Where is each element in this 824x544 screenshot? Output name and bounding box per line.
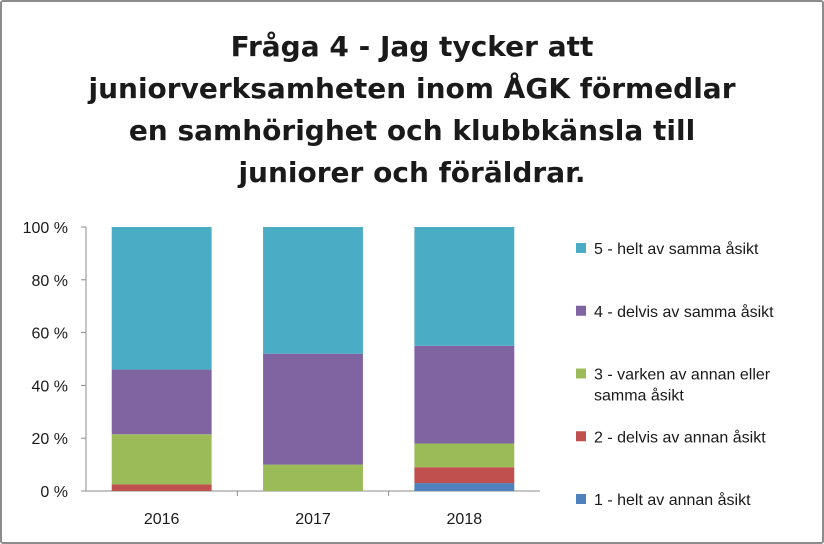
bar-segment-2016-series-4 xyxy=(111,369,212,435)
legend-label-line: 4 - delvis av samma åsikt xyxy=(594,303,774,321)
legend-label: 4 - delvis av samma åsikt xyxy=(594,303,774,321)
bar-segment-2016-series-2 xyxy=(111,484,212,491)
chart-title: Fråga 4 - Jag tycker att juniorverksamhe… xyxy=(62,26,762,194)
legend-label-line: 5 - helt av samma åsikt xyxy=(594,240,759,258)
legend-swatch xyxy=(576,494,586,504)
x-tick-label: 2016 xyxy=(144,511,180,528)
y-tick-label: 0 % xyxy=(40,484,68,501)
legend-label: 1 - helt av annan åsikt xyxy=(594,491,751,509)
legend-swatch xyxy=(576,368,586,379)
legend-label: 3 - varken av annan eller samma åsikt xyxy=(594,367,771,405)
legend-swatch xyxy=(576,431,586,442)
legend-label-line: 3 - varken av annan eller xyxy=(594,367,771,384)
bar-segment-2018-series-4 xyxy=(414,345,515,444)
bar-segment-2016-series-5 xyxy=(111,227,212,370)
y-tick-label: 60 % xyxy=(32,326,68,343)
chart-title-line-4: juniorer och föräldrar. xyxy=(238,156,586,189)
x-tick-label: 2018 xyxy=(447,511,483,528)
chart-title-line-2: juniorverksamheten inom ÅGK förmedlar xyxy=(88,72,736,105)
legend-label: 2 - delvis av annan åsikt xyxy=(594,428,766,446)
y-tick-label: 100 % xyxy=(23,220,68,237)
bar-segment-2018-series-1 xyxy=(414,483,515,491)
y-tick-label: 80 % xyxy=(32,273,68,290)
y-tick-label: 20 % xyxy=(32,431,68,448)
legend-label-line: 2 - delvis av annan åsikt xyxy=(594,428,766,446)
legend-swatch xyxy=(576,243,586,253)
y-tick-label: 40 % xyxy=(32,378,68,395)
bar-segment-2017-series-5 xyxy=(263,227,363,354)
bar-segment-2018-series-3 xyxy=(414,443,515,468)
legend-label-line: samma åsikt xyxy=(594,387,684,405)
x-tick-label: 2017 xyxy=(295,511,331,528)
bar-segment-2017-series-3 xyxy=(263,464,363,491)
bar-segment-2016-series-3 xyxy=(111,434,212,485)
chart-title-line-3: en samhörighet och klubbkänsla till xyxy=(128,114,696,147)
bar-segment-2018-series-5 xyxy=(414,227,515,346)
legend-label-line: 1 - helt av annan åsikt xyxy=(594,491,751,509)
chart-title-line-1: Fråga 4 - Jag tycker att xyxy=(230,30,594,63)
legend-swatch xyxy=(576,305,586,316)
legend-label: 5 - helt av samma åsikt xyxy=(594,240,759,258)
bar-segment-2018-series-2 xyxy=(414,467,515,484)
bar-segment-2017-series-4 xyxy=(263,353,363,465)
